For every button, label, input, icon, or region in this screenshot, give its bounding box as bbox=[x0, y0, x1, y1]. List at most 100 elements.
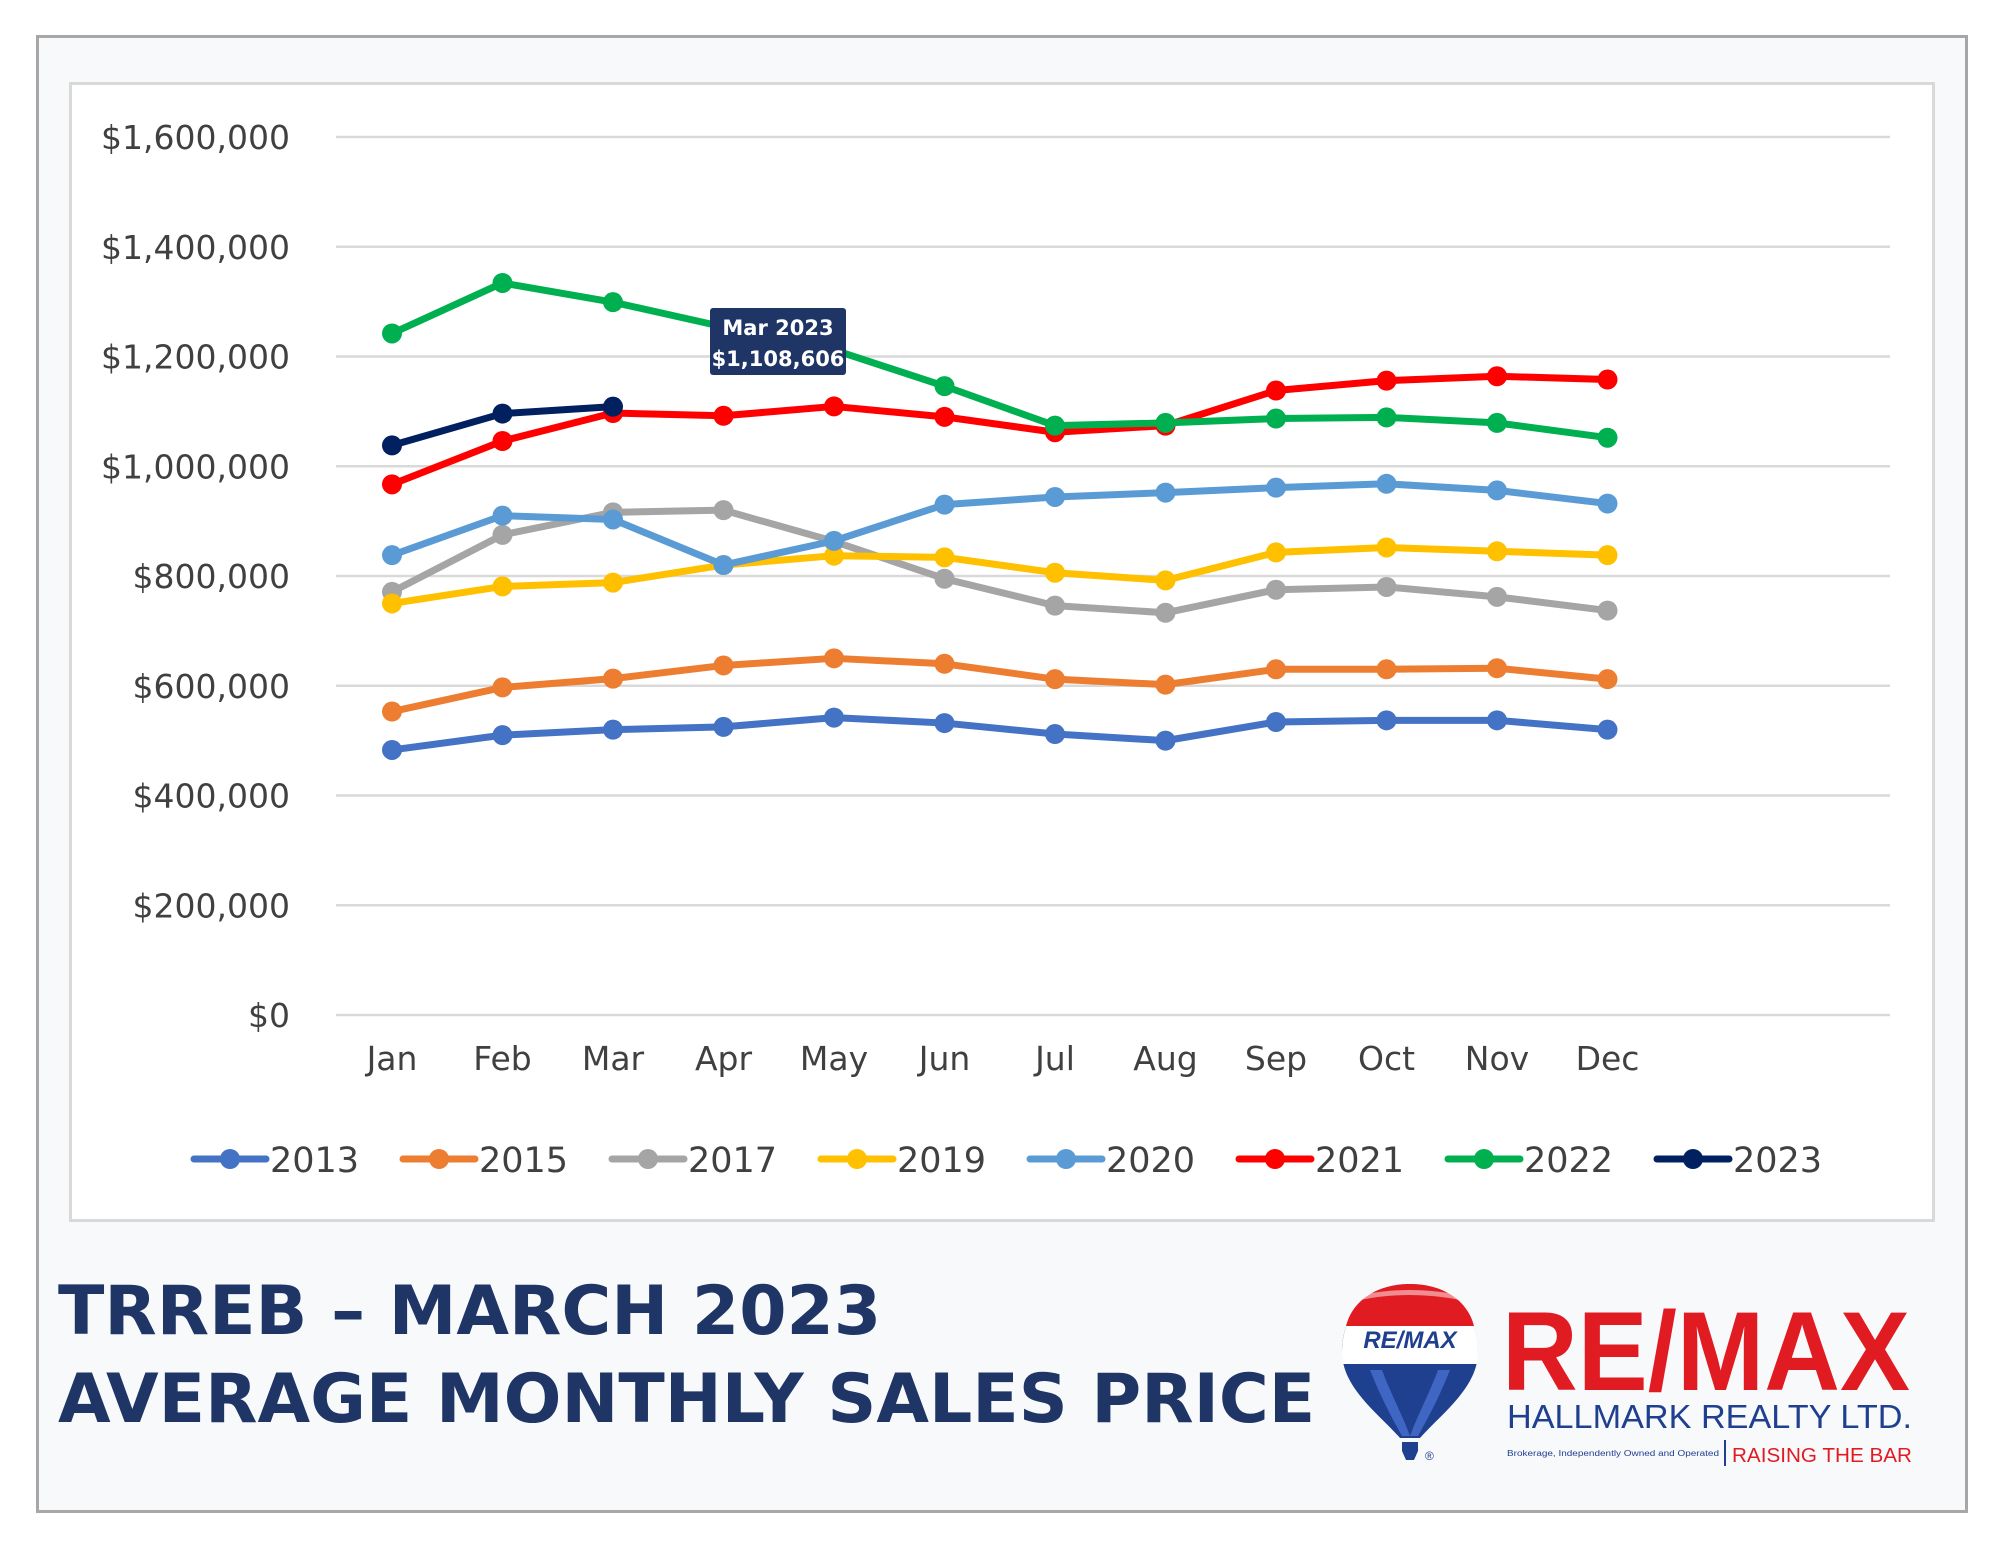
gridlines bbox=[336, 135, 1890, 1017]
data-point-2019-Jul bbox=[1045, 562, 1065, 583]
x-tick-label: Dec bbox=[1576, 1039, 1640, 1078]
series-line-2017 bbox=[388, 506, 1611, 617]
legend-swatch-marker bbox=[1056, 1149, 1076, 1169]
series-2015 bbox=[382, 648, 1618, 722]
data-point-2017-Jul bbox=[1045, 595, 1065, 616]
callout-line-2: $1,108,606 bbox=[712, 347, 845, 371]
data-point-2019-Jan bbox=[382, 593, 402, 614]
series-2013 bbox=[382, 707, 1618, 760]
x-tick-label: Oct bbox=[1358, 1039, 1415, 1078]
y-tick-label: $1,400,000 bbox=[101, 228, 290, 267]
remax-logo: RE/MAX ® RE/MAX HALLMARK REALTY LTD. Bro… bbox=[1342, 1284, 1912, 1467]
data-point-2015-Oct bbox=[1376, 659, 1397, 680]
data-point-2017-Nov bbox=[1487, 586, 1507, 607]
data-point-2021-Jan bbox=[382, 474, 402, 495]
data-point-2023-Feb bbox=[492, 403, 513, 424]
x-tick-label: Jul bbox=[1033, 1039, 1075, 1078]
x-tick-label: Mar bbox=[582, 1039, 645, 1078]
brand-divider bbox=[1724, 1440, 1726, 1466]
legend-swatch-marker bbox=[638, 1149, 658, 1169]
data-point-2020-Dec bbox=[1597, 493, 1618, 514]
callout: Mar 2023 $1,108,606 bbox=[710, 308, 846, 375]
data-point-2017-Jun bbox=[934, 568, 955, 589]
data-point-2020-Oct bbox=[1376, 473, 1397, 494]
data-point-2020-May bbox=[824, 530, 844, 551]
chart-panel: $0 $200,000 $400,000 $600,000 $800,000 $1,000… bbox=[69, 82, 1935, 1222]
x-axis-ticks: Jan Feb Mar Apr May Jun Jul Aug Sep Oct Nov Dec bbox=[365, 1039, 1640, 1078]
data-point-2019-May bbox=[824, 545, 844, 566]
data-point-2020-Sep bbox=[1266, 477, 1286, 498]
data-point-2013-Jul bbox=[1045, 724, 1065, 745]
data-point-2015-Sep bbox=[1266, 659, 1286, 680]
y-tick-label: $1,200,000 bbox=[101, 338, 290, 377]
data-point-2013-Mar bbox=[603, 719, 623, 740]
legend-item-2020: 2020 bbox=[1026, 1141, 1195, 1181]
y-tick-label: $1,600,000 bbox=[101, 118, 290, 157]
data-point-2020-Aug bbox=[1155, 482, 1176, 503]
data-point-2015-Jul bbox=[1045, 669, 1065, 690]
y-tick-label: $400,000 bbox=[133, 777, 290, 816]
legend-label: 2013 bbox=[270, 1141, 359, 1181]
data-point-2021-May bbox=[824, 396, 844, 417]
legend-swatch-marker bbox=[429, 1149, 449, 1169]
x-tick-label: Feb bbox=[473, 1039, 531, 1078]
legend-item-2021: 2021 bbox=[1235, 1141, 1404, 1181]
data-point-2015-Aug bbox=[1155, 674, 1176, 695]
x-tick-label: Aug bbox=[1133, 1039, 1197, 1078]
series-2021 bbox=[382, 366, 1618, 495]
data-point-2020-Jun bbox=[934, 494, 955, 515]
legend-item-2013: 2013 bbox=[190, 1141, 359, 1181]
data-point-2015-Apr bbox=[713, 655, 734, 676]
data-point-2020-Apr bbox=[713, 555, 734, 576]
series-line-2015 bbox=[388, 654, 1611, 716]
brand-tagline: RAISING THE BAR bbox=[1732, 1445, 1912, 1467]
series-line-2020 bbox=[388, 480, 1611, 569]
legend-label: 2022 bbox=[1524, 1141, 1613, 1181]
data-point-2017-Dec bbox=[1597, 600, 1618, 621]
data-point-2022-Sep bbox=[1266, 408, 1286, 429]
y-tick-label: $800,000 bbox=[133, 557, 290, 596]
data-point-2021-Dec bbox=[1597, 369, 1618, 390]
data-point-2023-Mar bbox=[603, 396, 623, 417]
data-point-2017-Aug bbox=[1155, 602, 1176, 623]
data-point-2020-Jan bbox=[382, 545, 402, 566]
data-point-2019-Mar bbox=[603, 572, 623, 593]
x-tick-label: Jan bbox=[365, 1039, 418, 1078]
y-axis-ticks: $0 $200,000 $400,000 $600,000 $800,000 $1,000… bbox=[101, 118, 290, 1035]
data-point-2023-Jan bbox=[382, 435, 402, 456]
data-point-2013-Nov bbox=[1487, 710, 1507, 731]
data-point-2013-Feb bbox=[492, 725, 513, 746]
data-point-2017-Apr bbox=[713, 500, 734, 521]
data-point-2013-Oct bbox=[1376, 710, 1397, 731]
brand-small-print: Brokerage, Independently Owned and Opera… bbox=[1507, 1449, 1719, 1458]
data-point-2013-Apr bbox=[713, 716, 734, 737]
data-point-2021-Oct bbox=[1376, 370, 1397, 391]
legend-label: 2017 bbox=[688, 1141, 777, 1181]
data-point-2020-Nov bbox=[1487, 480, 1507, 501]
data-point-2022-Aug bbox=[1155, 412, 1176, 433]
data-point-2022-Jun bbox=[934, 376, 955, 397]
data-point-2021-Sep bbox=[1266, 380, 1286, 401]
legend-item-2023: 2023 bbox=[1653, 1141, 1822, 1181]
legend-item-2015: 2015 bbox=[399, 1141, 568, 1181]
brand-subtitle: HALLMARK REALTY LTD. bbox=[1507, 1398, 1912, 1435]
series-line-2022 bbox=[388, 279, 1611, 442]
data-point-2017-Feb bbox=[492, 524, 513, 545]
caption-line-2: AVERAGE MONTHLY SALES PRICE bbox=[58, 1360, 1316, 1439]
data-point-2015-Dec bbox=[1597, 669, 1618, 690]
legend-item-2019: 2019 bbox=[817, 1141, 986, 1181]
brand-wordmark: RE/MAX bbox=[1502, 1289, 1910, 1414]
legend-swatch-marker bbox=[1474, 1149, 1494, 1169]
legend-swatch-marker bbox=[1683, 1149, 1703, 1169]
registered-mark: ® bbox=[1425, 1449, 1434, 1463]
data-point-2019-Dec bbox=[1597, 545, 1618, 566]
data-point-2019-Aug bbox=[1155, 570, 1176, 591]
legend-swatch-marker bbox=[1265, 1149, 1285, 1169]
x-tick-label: Jun bbox=[917, 1039, 971, 1078]
balloon-brand-text: RE/MAX bbox=[1363, 1327, 1458, 1354]
caption: TRREB – MARCH 2023 AVERAGE MONTHLY SALES… bbox=[58, 1268, 1318, 1444]
data-point-2022-Jul bbox=[1045, 415, 1065, 436]
data-point-2022-Nov bbox=[1487, 412, 1507, 433]
data-point-2013-Jun bbox=[934, 713, 955, 734]
data-point-2013-Sep bbox=[1266, 711, 1286, 732]
